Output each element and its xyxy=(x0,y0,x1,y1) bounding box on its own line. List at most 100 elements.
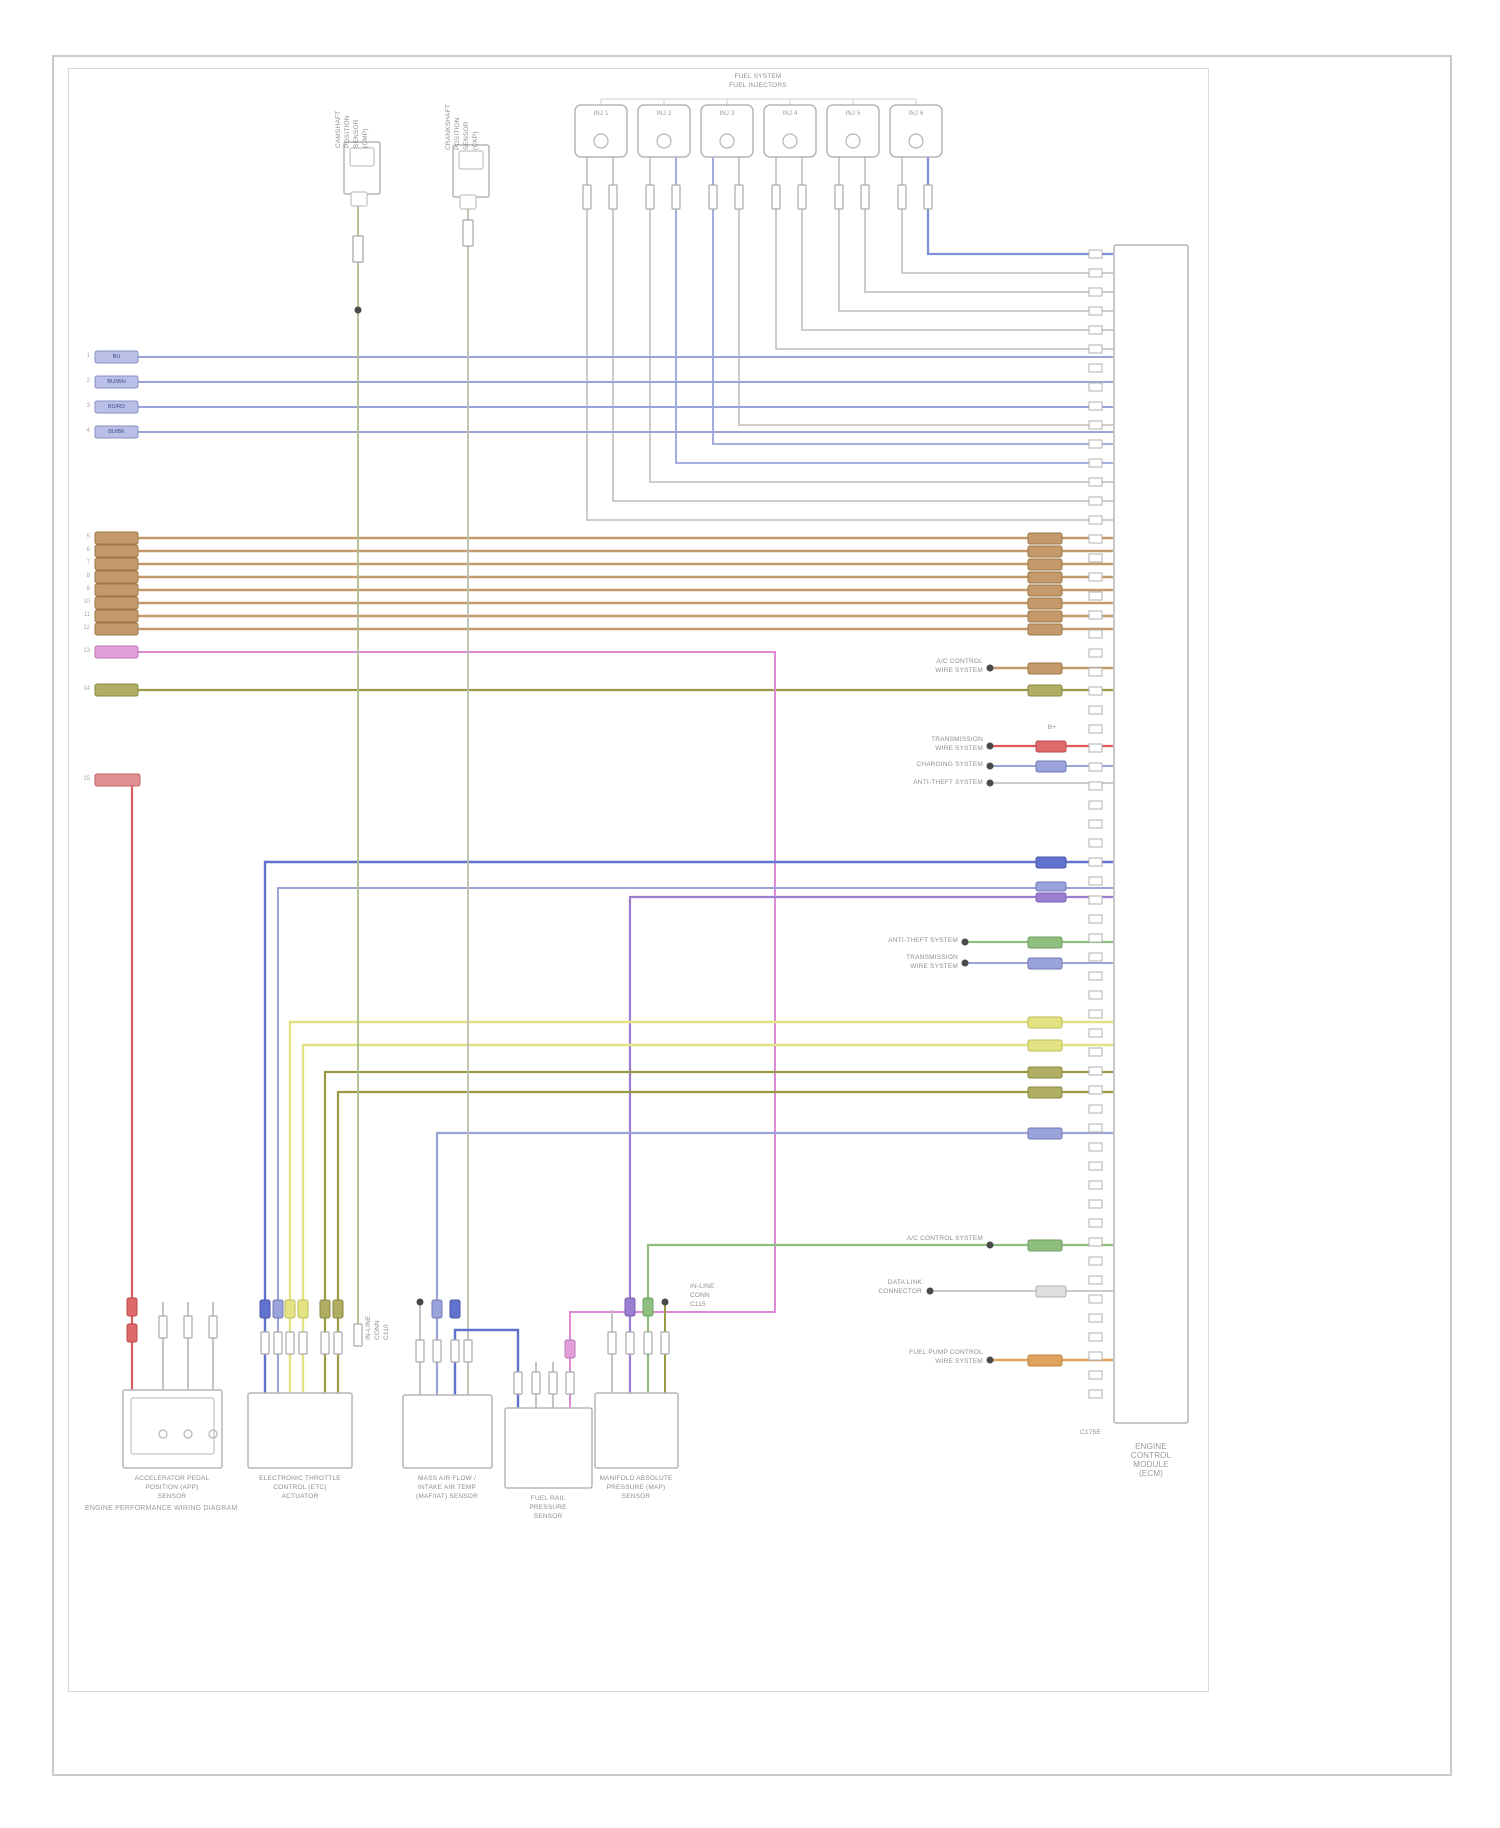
label-line: CONTROL (ETC) xyxy=(273,1484,327,1491)
sensor-detail xyxy=(458,150,484,170)
connector-pin xyxy=(208,1315,218,1339)
wire-code-block xyxy=(94,557,139,571)
ecm-pin xyxy=(1088,496,1103,506)
wire-code-block xyxy=(1035,760,1067,773)
ecm-pin xyxy=(1088,1142,1103,1152)
wire-code-block xyxy=(624,1297,636,1317)
ecm-pin xyxy=(1088,477,1103,487)
ecm-pin xyxy=(1088,762,1103,772)
wire xyxy=(263,860,1113,1393)
page-outer-frame xyxy=(52,55,1452,1776)
wire-code-block xyxy=(94,683,139,697)
pin-number: 3 xyxy=(86,403,90,409)
label-line: INJ 5 xyxy=(845,111,861,117)
system-reference-label: B+ xyxy=(942,723,1162,732)
junction-dot xyxy=(986,1241,994,1249)
label-line: MANIFOLD ABSOLUTE xyxy=(599,1475,673,1482)
component-detail xyxy=(656,133,672,149)
connector-pin xyxy=(660,1331,670,1355)
wire-code-block xyxy=(1035,740,1067,753)
sensor-detail xyxy=(349,147,375,167)
label-line: A/C CONTROL xyxy=(936,658,983,665)
wire-code-block xyxy=(1027,684,1063,697)
wire xyxy=(323,1070,1113,1393)
injector-label: INJ 5 xyxy=(743,110,963,119)
connector-pin xyxy=(582,184,592,210)
ecm-pin xyxy=(1088,401,1103,411)
label-line: WIRE SYSTEM xyxy=(910,963,958,970)
pin-number: 8 xyxy=(86,573,90,579)
pin-number: 2 xyxy=(86,378,90,384)
pin-number: 12 xyxy=(83,625,90,631)
component-name-label: MANIFOLD ABSOLUTE PRESSURE (MAP) SENSOR xyxy=(526,1474,746,1501)
label-line: PRESSURE xyxy=(529,1504,567,1511)
injector-label: INJ 1 xyxy=(491,110,711,119)
component-box xyxy=(247,1392,353,1469)
ecm-pin xyxy=(1088,344,1103,354)
wire-code-block xyxy=(94,350,139,364)
fuel-injector-box xyxy=(826,104,880,158)
label-line: SENSOR xyxy=(621,1493,651,1500)
ecm-pin xyxy=(1088,1332,1103,1342)
ecm-pin xyxy=(1088,933,1103,943)
system-reference-label: IN-LINE CONN C115 xyxy=(690,1282,715,1309)
component-box xyxy=(504,1407,593,1489)
junction-dot xyxy=(354,306,362,314)
wire-code-block xyxy=(1027,532,1063,545)
wire-code-block xyxy=(1035,881,1067,892)
wire-code-block xyxy=(94,583,139,597)
connector-pin xyxy=(897,184,907,210)
label-line: INJ 4 xyxy=(782,111,798,117)
component-box xyxy=(594,1392,679,1469)
junction-dot xyxy=(986,1356,994,1364)
label-line: FUEL PUMP CONTROL xyxy=(909,1349,983,1356)
system-reference-label: C175E xyxy=(1080,1428,1101,1437)
ecm-pin xyxy=(1088,838,1103,848)
label-line: WIRE SYSTEM xyxy=(935,667,983,674)
wire-code-block xyxy=(1027,1239,1063,1252)
wire-code-block xyxy=(1027,1086,1063,1099)
wire xyxy=(138,651,776,1408)
label-line: IN-LINE xyxy=(365,1315,372,1340)
ecm-pin xyxy=(1088,1294,1103,1304)
ecm-pin xyxy=(1088,1389,1103,1399)
system-reference-label: TRANSMISSION WIRE SYSTEM xyxy=(763,735,983,753)
label-line: POSITION xyxy=(344,115,351,148)
ecm-pin xyxy=(1088,382,1103,392)
wire xyxy=(586,157,1113,521)
junction-dot xyxy=(986,742,994,750)
sensor-name-label: CAMSHAFT POSITION SENSOR (CMP) xyxy=(334,84,370,148)
ecm-pin xyxy=(1088,876,1103,886)
wire xyxy=(336,1090,1113,1393)
label-line: SENSOR xyxy=(157,1493,187,1500)
wire xyxy=(675,157,1113,464)
system-reference-label: FUEL PUMP CONTROL WIRE SYSTEM xyxy=(763,1348,983,1366)
wire-code-block xyxy=(94,570,139,584)
wire-code-block xyxy=(94,645,139,659)
label-line: FUEL SYSTEM xyxy=(734,73,782,80)
wire-code-block xyxy=(94,609,139,623)
label-line: TRANSMISSION xyxy=(931,736,983,743)
connector-pin xyxy=(463,1339,473,1363)
connector-pin xyxy=(432,1339,442,1363)
label-line: CONTROL xyxy=(1130,1451,1172,1460)
label-line: CRANKSHAFT xyxy=(445,103,452,150)
junction-dot xyxy=(926,1287,934,1295)
system-reference-label: A/C CONTROL WIRE SYSTEM xyxy=(763,657,983,675)
label-line: SENSOR xyxy=(353,119,360,148)
component-detail xyxy=(593,133,609,149)
ecm-pin xyxy=(1088,990,1103,1000)
wire-code-block xyxy=(1027,558,1063,571)
connector-pin xyxy=(923,184,933,210)
connector-pin xyxy=(834,184,844,210)
fuel-injector-box xyxy=(637,104,691,158)
junction-dot xyxy=(661,1298,669,1306)
ecm-pin xyxy=(1088,1180,1103,1190)
ecm-pin xyxy=(1088,971,1103,981)
connector-pin xyxy=(260,1331,270,1355)
ecm-pin xyxy=(1088,1161,1103,1171)
connector-pin xyxy=(734,184,744,210)
component-detail xyxy=(183,1429,193,1439)
junction-dot xyxy=(961,938,969,946)
label-line: WIRE SYSTEM xyxy=(935,745,983,752)
